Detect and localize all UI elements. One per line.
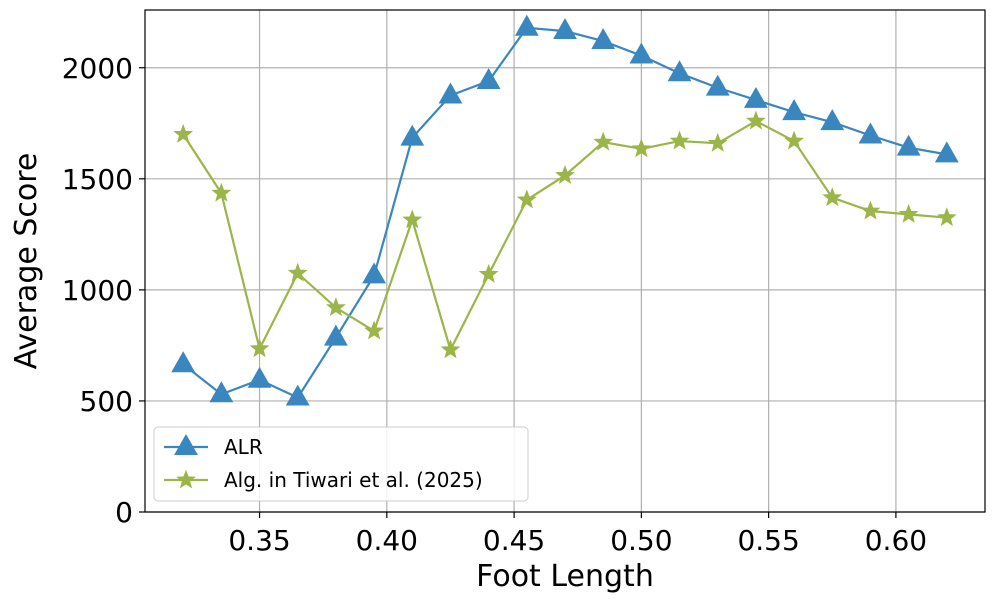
star-marker [402,209,423,229]
star-marker [822,187,843,207]
star-marker [555,165,575,184]
series-line [182,26,948,400]
triangle-marker [285,384,310,406]
triangle-marker [782,99,806,121]
triangle-marker [553,18,577,40]
legend-label: Alg. in Tiwari et al. (2025) [224,468,483,492]
star-marker [898,203,919,223]
series-line [182,119,947,353]
star-marker [211,182,232,202]
star-marker [746,110,766,130]
y-axis-title: Average Score [9,153,44,370]
triangle-marker [247,366,272,388]
x-axis: 0.35 0.40 0.45 0.50 0.55 0.60 [228,512,927,557]
triangle-marker [400,124,425,146]
series-tiwari [173,110,957,359]
star-marker [478,263,499,283]
x-tick-label: 0.35 [228,524,290,557]
star-marker [669,130,690,150]
triangle-marker [324,324,348,346]
x-tick-label: 0.60 [865,524,927,557]
triangle-marker [820,109,845,131]
star-marker [440,339,461,359]
triangle-marker [591,28,616,50]
star-marker [249,338,270,358]
star-marker [326,297,346,317]
x-tick-label: 0.40 [356,524,418,557]
legend-label: ALR [224,435,263,459]
star-marker [784,130,804,150]
triangle-marker [667,60,692,82]
star-marker [516,189,537,209]
triangle-marker [209,381,234,403]
triangle-marker [362,262,386,284]
series-alr [171,14,959,406]
star-marker [631,138,652,158]
y-tick-label: 500 [80,385,133,418]
star-marker [936,207,957,227]
triangle-marker [171,351,196,373]
triangle-marker [858,122,883,144]
y-tick-label: 2000 [62,52,133,85]
triangle-marker [514,14,539,36]
series-layer [171,14,959,406]
y-axis: 0 500 1000 1500 2000 [62,52,145,529]
triangle-marker [438,82,463,104]
x-tick-label: 0.45 [483,524,545,557]
triangle-marker [705,74,730,96]
star-marker [173,123,194,143]
legend-box [153,426,529,502]
star-marker [860,200,881,220]
legend-item: Alg. in Tiwari et al. (2025) [164,468,483,492]
star-marker [364,320,384,340]
legend: ALR Alg. in Tiwari et al. (2025) [153,426,529,502]
star-marker [707,132,728,152]
triangle-marker [476,68,501,90]
triangle-marker [744,86,768,108]
legend-triangle-icon [174,433,198,455]
star-marker [287,262,308,282]
x-tick-label: 0.55 [737,524,799,557]
y-tick-label: 0 [115,496,133,529]
triangle-marker [629,42,654,64]
x-tick-label: 0.50 [610,524,672,557]
x-axis-title: Foot Length [476,559,654,594]
legend-star-icon [176,469,196,489]
y-tick-label: 1500 [62,163,133,196]
star-marker [593,131,614,151]
plot-frame [144,9,986,513]
legend-item: ALR [164,433,263,459]
y-tick-label: 1000 [62,274,133,307]
triangle-marker [934,141,959,163]
triangle-marker [896,134,921,156]
